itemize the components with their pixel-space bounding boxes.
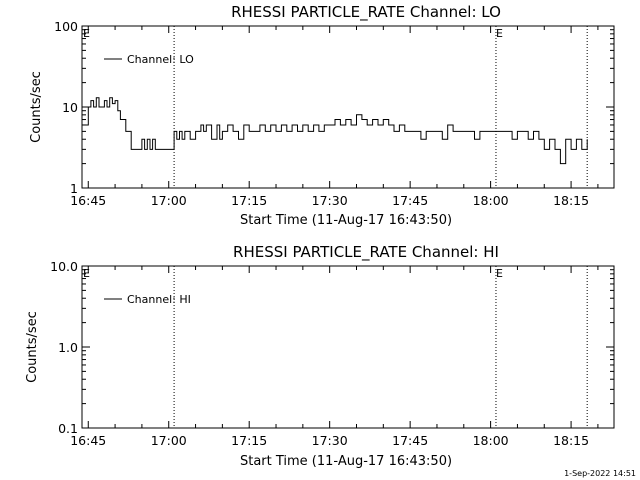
y-tick-label: 100 <box>54 19 78 34</box>
y-tick-label: 0.1 <box>58 421 78 436</box>
footer-timestamp: 1-Sep-2022 14:51 <box>564 469 636 478</box>
event-flag: E <box>496 267 503 280</box>
y-tick-label: 1 <box>70 181 78 196</box>
chart-title: RHESSI PARTICLE_RATE Channel: HI <box>233 243 499 262</box>
x-tick-label: 18:15 <box>553 193 589 208</box>
y-axis-title: Counts/sec <box>25 311 40 383</box>
chart-panel-1: RHESSI PARTICLE_RATE Channel: LO Start Ti… <box>29 3 615 228</box>
x-tick-label: 17:30 <box>312 193 348 208</box>
legend-label: Channel: LO <box>127 53 194 66</box>
chart-panel-2: RHESSI PARTICLE_RATE Channel: HI Start Ti… <box>25 243 615 469</box>
x-tick-label: 17:45 <box>392 193 428 208</box>
x-tick-label: 16:45 <box>70 193 106 208</box>
y-tick-label: 10 <box>62 100 78 115</box>
x-tick-label: 16:45 <box>70 433 106 448</box>
event-flag: E <box>83 27 90 40</box>
x-tick-label: 18:15 <box>553 433 589 448</box>
legend-label: Channel: HI <box>127 293 191 306</box>
x-tick-label: 17:00 <box>151 433 187 448</box>
x-tick-label: 17:45 <box>392 433 428 448</box>
y-axis-title: Counts/sec <box>29 71 44 143</box>
y-tick-label: 10.0 <box>50 259 78 274</box>
series-line <box>82 97 588 165</box>
x-tick-label: 17:00 <box>151 193 187 208</box>
plot-frame <box>81 25 615 189</box>
event-flag: E <box>496 27 503 40</box>
chart-title: RHESSI PARTICLE_RATE Channel: LO <box>231 3 501 22</box>
x-tick-label: 17:15 <box>231 193 267 208</box>
event-flag: E <box>83 267 90 280</box>
x-axis-title: Start Time (11-Aug-17 16:43:50) <box>240 454 452 469</box>
y-tick-label: 1.0 <box>58 340 78 355</box>
x-tick-label: 18:00 <box>473 433 509 448</box>
x-axis-title: Start Time (11-Aug-17 16:43:50) <box>240 213 452 228</box>
plot-frame <box>81 265 615 429</box>
x-tick-label: 17:15 <box>231 433 267 448</box>
x-tick-label: 18:00 <box>473 193 509 208</box>
x-tick-label: 17:30 <box>312 433 348 448</box>
